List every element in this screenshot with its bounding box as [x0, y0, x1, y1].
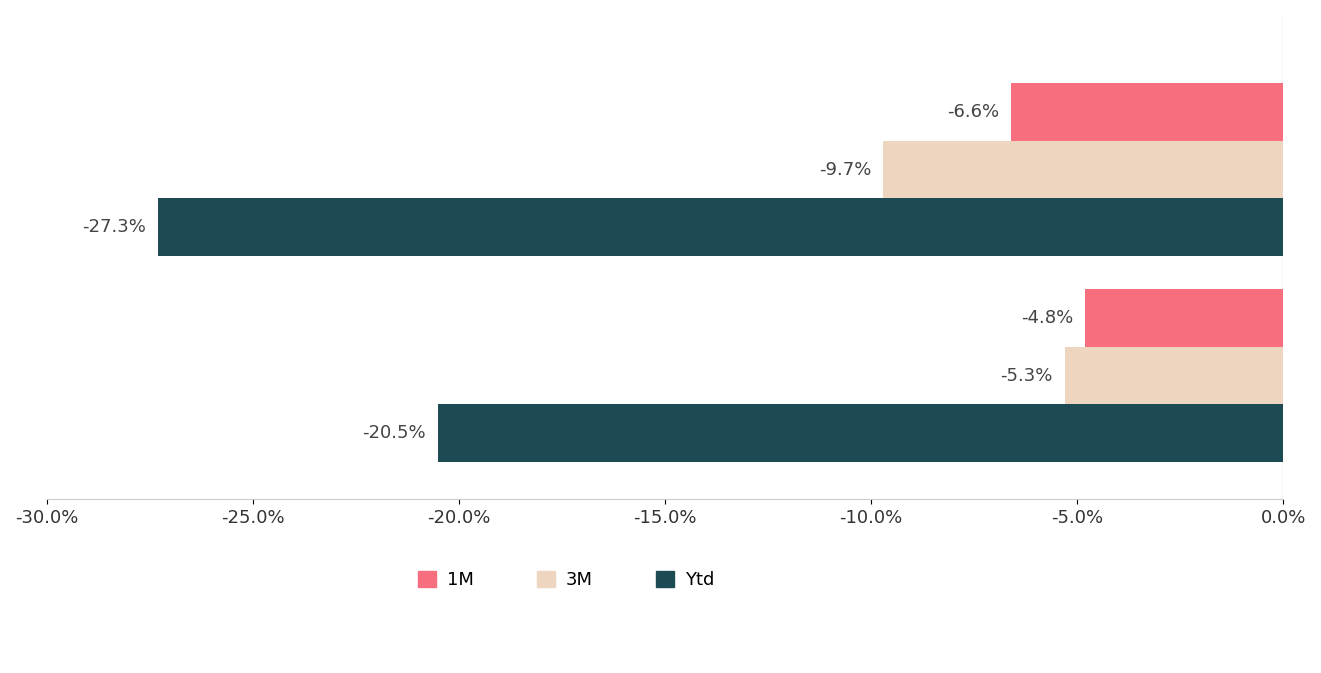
Bar [439, 404, 1283, 462]
Bar [884, 141, 1283, 199]
Text: -6.6%: -6.6% [947, 103, 999, 121]
Text: -5.3%: -5.3% [1000, 367, 1053, 384]
Text: -20.5%: -20.5% [362, 424, 425, 442]
Text: -4.8%: -4.8% [1021, 309, 1073, 327]
Text: -9.7%: -9.7% [819, 161, 871, 178]
Bar [1012, 83, 1283, 141]
Bar [1065, 347, 1283, 404]
Legend: 1M, 3M, Ytd: 1M, 3M, Ytd [411, 564, 721, 597]
Bar [1086, 289, 1283, 347]
Bar [159, 199, 1283, 256]
Text: -27.3%: -27.3% [82, 218, 145, 236]
